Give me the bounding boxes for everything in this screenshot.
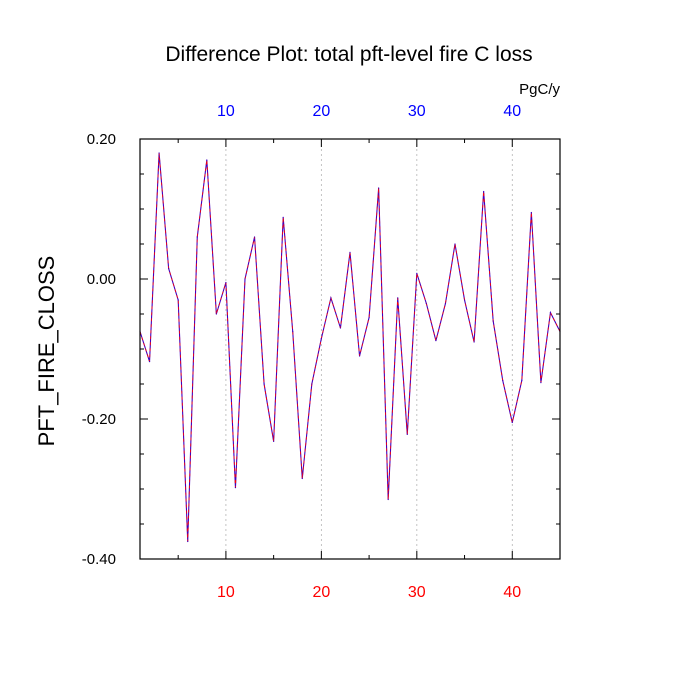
data-point [339,327,342,329]
data-point [168,267,170,270]
data-point [473,341,475,343]
data-point [454,243,456,245]
data-point [549,312,552,314]
data-point [320,337,322,340]
data-point [244,278,246,280]
data-point [330,297,332,299]
data-point [463,299,466,301]
x-tick-label-bottom: 40 [503,584,521,601]
data-point [301,477,303,480]
data-point [234,487,237,489]
y-tick-label: 0.00 [87,271,116,288]
data-point [349,251,351,253]
data-point [148,361,151,363]
data-point [368,316,370,319]
y-tick-label: -0.20 [82,411,116,428]
data-point [483,190,485,193]
data-point [511,421,513,424]
x-tick-label-bottom: 30 [408,584,426,601]
data-point [196,236,198,238]
data-point [158,152,160,154]
axis-ticks: 0.20 0.00 -0.20 -0.40 10 10 20 20 30 30 40 40 [82,103,561,601]
data-point [378,187,380,189]
chart-title: Difference Plot: total pft-level fire C … [165,43,532,66]
data-point [397,297,399,299]
data-point [273,440,275,442]
data-point [253,236,256,238]
data-point [292,330,294,333]
x-tick-label-bottom: 10 [217,584,235,601]
x-tick-label-top: 10 [217,103,235,120]
y-tick-label: -0.40 [82,551,116,568]
y-tick-label: 0.20 [87,131,116,148]
data-point [215,313,217,315]
plot-frame [139,138,561,560]
gridlines [225,139,513,559]
data-point [358,355,361,357]
data-point [206,159,208,161]
data-point [540,382,542,384]
data-point [282,216,284,218]
data-point [530,211,532,214]
x-tick-label-bottom: 20 [312,584,330,601]
data-series [139,152,561,543]
units-label: PgC/y [519,81,560,98]
data-point [435,340,437,342]
data-point [406,433,408,435]
data-point [521,379,523,382]
x-tick-label-top: 30 [408,103,426,120]
data-point [187,540,189,543]
data-point [502,379,504,382]
x-tick-label-top: 20 [312,103,330,120]
data-point [311,383,313,385]
data-point [387,498,389,501]
data-point [444,302,447,305]
data-point [425,302,427,305]
data-point [416,272,418,274]
data-point [492,320,494,322]
data-point [263,383,265,385]
data-point [225,281,227,284]
series-line [139,152,561,542]
x-tick-label-top: 40 [503,103,521,120]
y-axis-label: PFT_FIRE_CLOSS [34,256,59,447]
data-point [177,299,179,301]
